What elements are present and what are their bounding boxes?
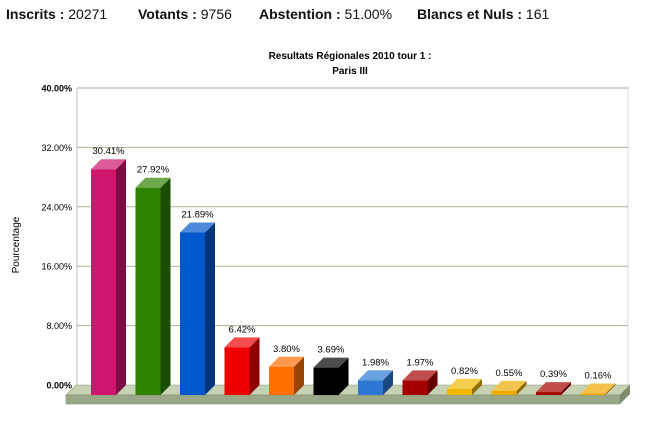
data-label: 30.41% — [92, 146, 125, 157]
bar-side — [427, 370, 438, 395]
stat-blancs-label: Blancs et Nuls : — [417, 6, 523, 22]
y-axis-ticks: 0.00% 8.00% 16.00% 24.00% 32.00% 40.00% — [41, 84, 72, 391]
bar — [580, 383, 616, 395]
bar-front — [224, 347, 250, 395]
stat-blancs: Blancs et Nuls : 161 — [417, 6, 549, 22]
bar-side — [205, 222, 215, 395]
data-label: 0.82% — [451, 366, 478, 377]
bar — [402, 370, 438, 395]
bar-top — [269, 356, 304, 367]
bar — [313, 357, 349, 395]
stat-inscrits-label: Inscrits : — [6, 6, 65, 22]
bar — [91, 159, 126, 395]
data-label: 21.89% — [181, 209, 214, 220]
data-label: 0.39% — [540, 369, 567, 380]
stat-abstention: Abstention : 51.00% — [259, 6, 392, 22]
y-tick-label: 32.00% — [41, 143, 72, 153]
bar — [269, 356, 304, 395]
bar — [491, 380, 527, 395]
data-labels: 30.41% 27.92% 21.89% 6.42% 3.80% 3.69% 1.98% 1.… — [92, 146, 612, 381]
bar-top — [313, 357, 349, 368]
chart-frame — [76, 86, 629, 385]
bar-front — [402, 380, 428, 395]
y-axis-label: Pourcentage — [11, 216, 22, 273]
bar-side — [605, 383, 616, 395]
bar-top — [91, 159, 126, 170]
bar-front — [536, 392, 561, 395]
stat-votants: Votants : 9756 — [138, 6, 232, 22]
bar-side — [472, 378, 482, 395]
bar-side — [116, 159, 126, 395]
bar-top — [402, 370, 438, 381]
stat-abstention-value: 51.00% — [344, 6, 393, 22]
stat-blancs-value: 161 — [525, 6, 550, 22]
bar-front — [313, 367, 339, 395]
bar-side — [338, 357, 349, 395]
bar-front — [91, 169, 116, 395]
bar-front — [447, 388, 472, 395]
stat-inscrits-value: 20271 — [68, 6, 108, 22]
bar — [135, 177, 171, 395]
chart-subtitle: Paris III — [332, 66, 368, 77]
floor-front — [65, 394, 621, 405]
bar-side — [516, 380, 527, 395]
bar-side — [294, 356, 304, 395]
y-tick-label: 8.00% — [46, 321, 72, 331]
data-label: 6.42% — [229, 324, 256, 335]
chart-bars — [91, 159, 616, 395]
bar-top — [580, 383, 616, 394]
bar-top — [224, 337, 260, 348]
bar — [447, 378, 482, 395]
chart-title: Resultats Régionales 2010 tour 1 : — [269, 51, 432, 62]
y-tick-label: 40.00% — [41, 84, 72, 94]
bar-top — [447, 378, 482, 389]
data-label: 1.97% — [407, 357, 434, 368]
bar-front — [580, 393, 606, 395]
bar-top — [358, 370, 393, 381]
bar — [536, 382, 571, 395]
bar-front — [135, 187, 161, 395]
y-tick-label: 16.00% — [41, 262, 72, 272]
data-label: 1.98% — [362, 357, 389, 368]
y-tick-label: 0.00% — [46, 381, 72, 391]
bar-side — [561, 382, 571, 395]
stat-votants-label: Votants : — [138, 6, 197, 22]
bar — [180, 222, 215, 395]
data-label: 0.16% — [585, 371, 612, 382]
stat-abstention-label: Abstention : — [259, 6, 341, 22]
data-label: 0.55% — [496, 368, 523, 379]
bar-front — [491, 390, 517, 395]
bar-front — [180, 232, 205, 395]
bar-front — [358, 380, 383, 395]
bar-top — [536, 382, 571, 393]
bar-side — [249, 337, 260, 395]
bar-side — [160, 177, 171, 395]
bar-top — [135, 177, 171, 188]
stat-inscrits: Inscrits : 20271 — [6, 6, 107, 22]
data-label: 27.92% — [137, 165, 170, 176]
data-label: 3.69% — [318, 345, 345, 356]
stats-bar: Inscrits : 20271 Votants : 9756 Abstenti… — [0, 6, 650, 26]
bar-top — [180, 222, 215, 233]
bar-side — [383, 370, 393, 395]
bar-front — [269, 366, 294, 395]
y-tick-label: 24.00% — [41, 202, 72, 212]
data-label: 3.80% — [273, 344, 300, 355]
bar-top — [491, 380, 527, 391]
bar — [224, 337, 260, 395]
stat-votants-value: 9756 — [200, 6, 232, 22]
floor-side — [620, 385, 630, 404]
bar — [358, 370, 393, 395]
